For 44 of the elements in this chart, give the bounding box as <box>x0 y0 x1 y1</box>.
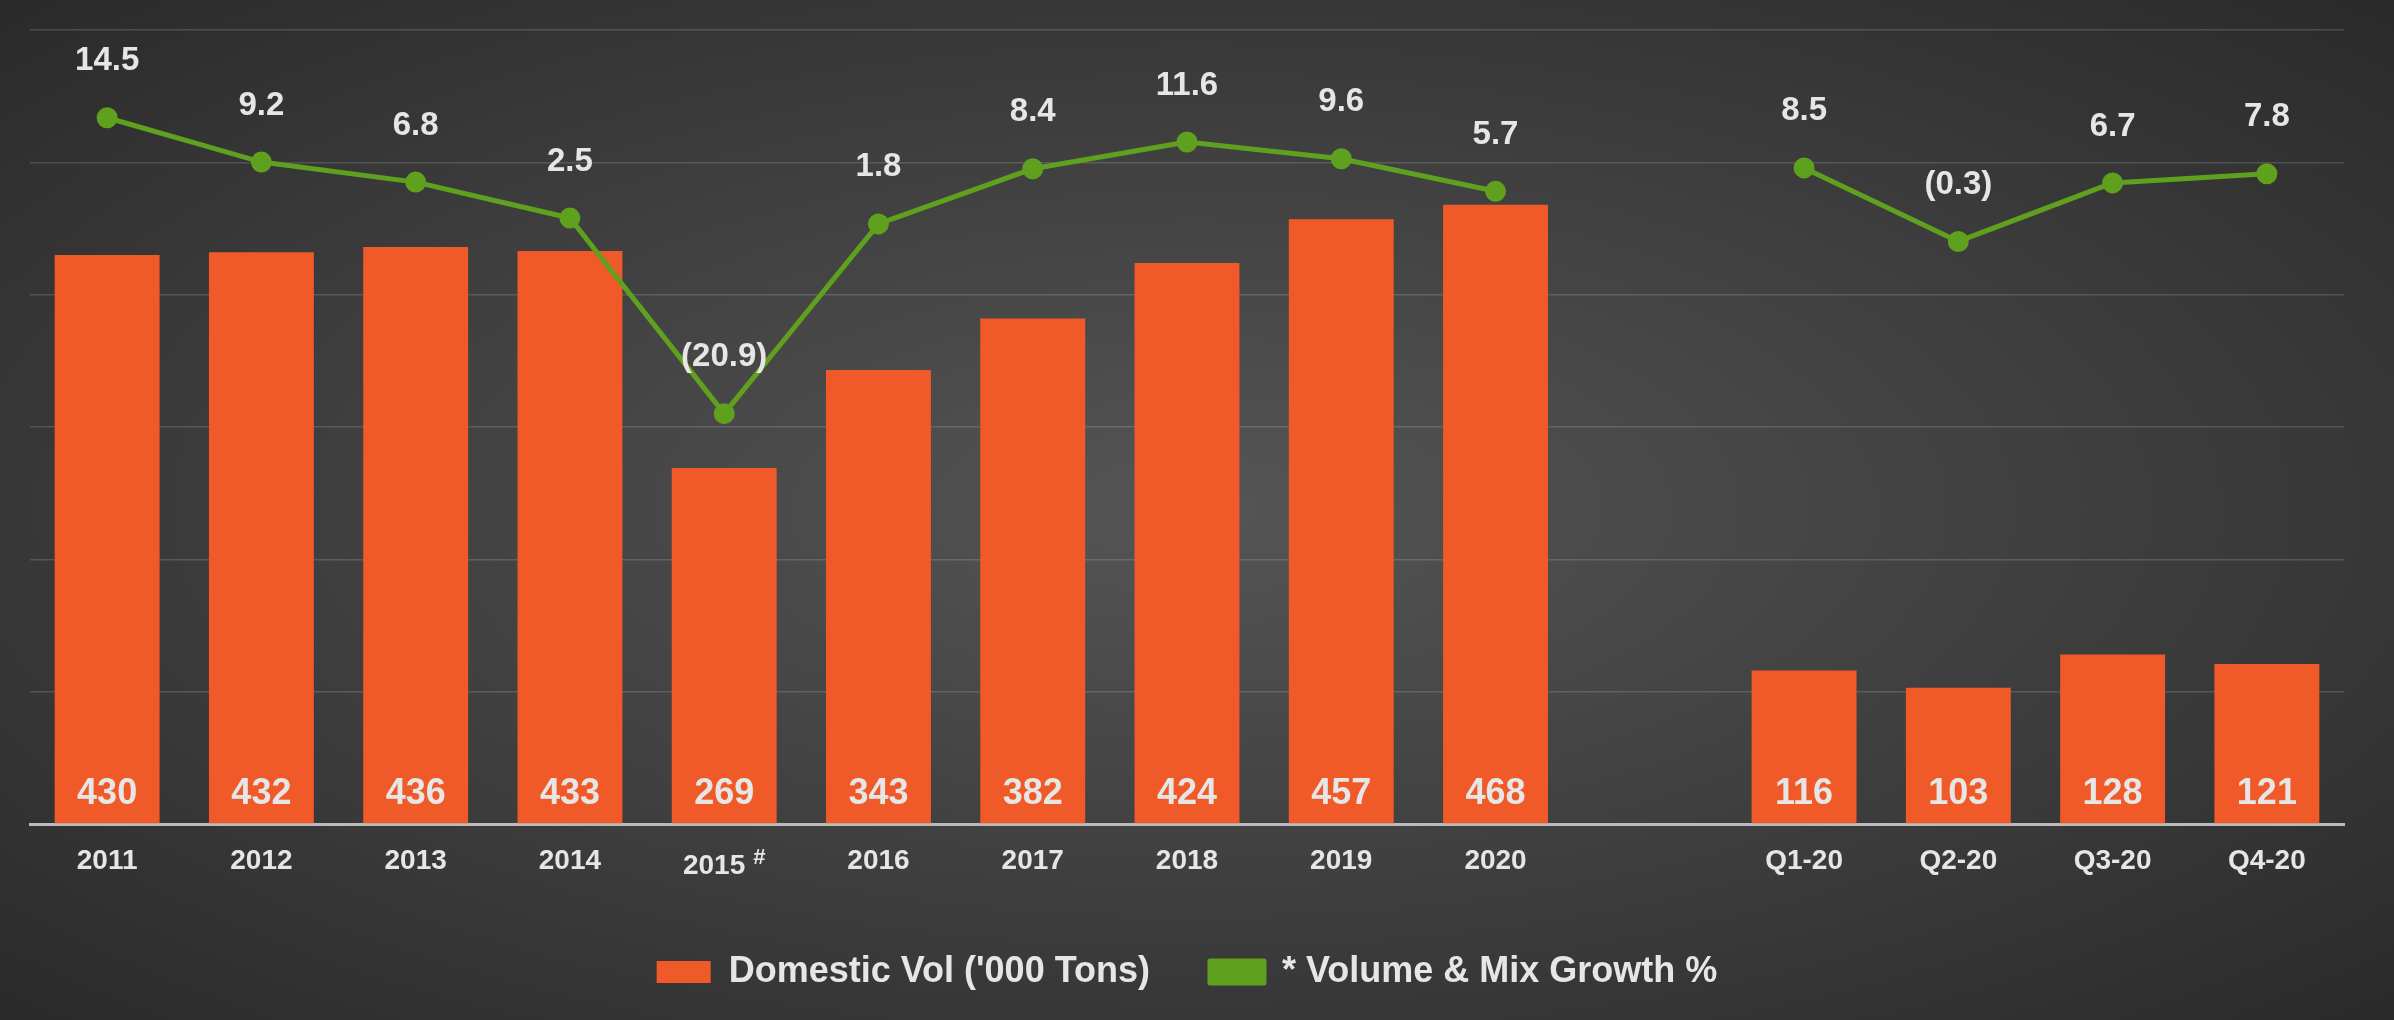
x-tick-label: 2015$^{#}$ <box>682 844 766 881</box>
x-tick-label: 2012 <box>230 844 293 875</box>
data-label: 103 <box>1928 770 1989 812</box>
data-label: 6.7 <box>2089 105 2136 143</box>
data-label: 2.5 <box>547 140 593 178</box>
data-label: 116 <box>1775 770 1834 812</box>
x-tick-label: 2011 <box>76 844 138 875</box>
x-tick-label: 2016 <box>847 844 910 875</box>
data-label: 6.8 <box>392 104 439 142</box>
data-label: 8.4 <box>1009 91 1057 129</box>
x-tick-label: 2013 <box>384 844 447 875</box>
x-tick-label: 2020 <box>1464 844 1527 875</box>
data-label: 436 <box>385 770 446 812</box>
x-tick-label: 2019 <box>1310 844 1373 875</box>
data-label: 128 <box>2082 770 2143 812</box>
data-label: (0.3) <box>1924 164 1993 202</box>
x-tick-label: Q3-20 <box>2073 844 2152 875</box>
data-label: 382 <box>1002 770 1063 812</box>
x-tick-label: 2017 <box>1001 844 1064 875</box>
data-label: 8.5 <box>1781 90 1827 128</box>
x-tick-label: Q1-20 <box>1765 844 1843 875</box>
data-label: 433 <box>539 770 600 812</box>
data-label: 9.2 <box>238 84 285 122</box>
data-label: 432 <box>231 770 292 812</box>
data-label: 14.5 <box>75 40 140 78</box>
data-label: 424 <box>1156 770 1218 812</box>
data-label: 11.6 <box>1155 64 1219 102</box>
data-label: 7.8 <box>2243 96 2290 134</box>
legend-label: * Volume & Mix Growth % <box>1281 948 1718 990</box>
x-tick-label: Q2-20 <box>1919 844 1998 875</box>
data-label: 457 <box>1311 770 1372 812</box>
x-tick-label: 2018 <box>1155 844 1219 875</box>
data-label: 121 <box>2236 770 2297 812</box>
x-tick-label: Q4-20 <box>2227 844 2306 875</box>
data-label: 9.6 <box>1318 81 1365 119</box>
data-label: 5.7 <box>1472 113 1519 151</box>
data-label: 269 <box>694 770 755 812</box>
x-tick-label: 2014 <box>538 844 602 875</box>
legend-label: Domestic Vol ('000 Tons) <box>728 948 1150 990</box>
data-label: 430 <box>77 770 138 812</box>
data-label: 468 <box>1465 770 1526 812</box>
data-label: 1.8 <box>855 146 902 184</box>
data-label: (20.9) <box>681 336 768 374</box>
data-label: 343 <box>848 770 909 812</box>
